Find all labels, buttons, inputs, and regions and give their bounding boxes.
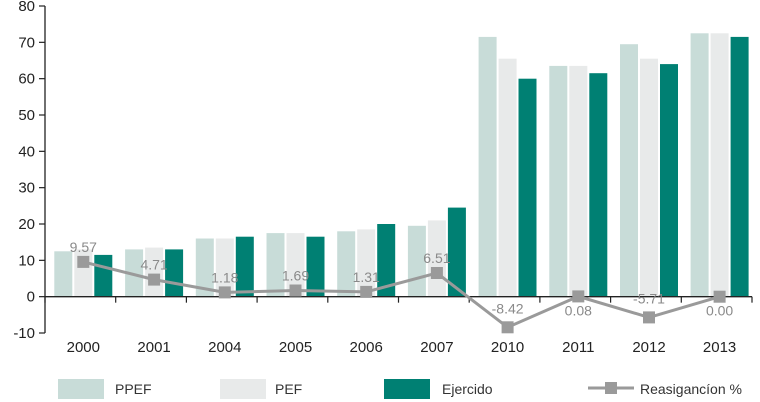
reasignacion-marker-2011 [572,290,585,303]
x-tick-label-2000: 2000 [67,339,100,356]
x-tick-label-2005: 2005 [279,339,312,356]
reasignacion-marker-2000 [77,255,90,268]
data-labels-group: 9.57 4.71 1.18 1.69 1.31 6.51 -8.42 0.08 -5.71 0.… [70,239,734,319]
x-tick-label-2007: 2007 [420,339,453,356]
bar-pef-2013 [710,33,729,297]
y-tick-label-0: 0 [27,289,35,306]
y-tick-label-60: 60 [18,71,35,88]
reasignacion-label-2012: -5.71 [633,290,665,306]
bar-pef-2012 [640,58,658,297]
reasignacion-marker-2007 [430,267,443,279]
reasignacion-label-2011: 0.08 [565,302,592,318]
x-tick-label-2010: 2010 [491,339,524,356]
bar-pef-2004 [215,238,234,297]
bar-pef-2005 [286,233,305,297]
legend-label-pef: PEF [275,381,302,397]
reasignacion-label-2005: 1.69 [282,268,309,284]
x-tick-label-2011: 2011 [562,339,594,356]
legend-label-ppef: PPEF [115,381,152,397]
reasignacion-label-2004: 1.18 [211,269,238,285]
bar-ppef-2001 [125,249,144,297]
reasignacion-marker-2012 [643,311,655,324]
x-tick-label-2006: 2006 [350,339,383,356]
reasignacion-label-2001: 4.71 [140,257,167,273]
legend-marker-reasignacion [605,382,617,394]
x-tick-label-2001: 2001 [137,339,170,356]
bar-ppef-2005 [266,233,285,297]
bar-ejercido-2007 [447,207,466,297]
y-tick-label-30: 30 [18,180,35,197]
x-tick-label-2012: 2012 [632,339,665,356]
reasignacion-line-group [77,255,726,334]
y-tick-label--10: -10 [13,325,35,342]
y-tick-label-70: 70 [18,34,35,51]
y-tick-label-20: 20 [18,216,35,233]
bar-ejercido-2005 [306,236,325,297]
legend-label-reasignacion: Reasigancíon % [640,381,742,397]
bar-pef-2011 [569,65,588,297]
legend: PPEF PEF Ejercido Reasigancíon % [58,379,742,399]
bar-ejercido-2011 [589,73,608,297]
reasignacion-label-2000: 9.57 [70,239,97,255]
reasignacion-marker-2013 [713,290,726,303]
reasignacion-label-2013: 0.00 [706,303,733,319]
y-tick-label-10: 10 [18,252,35,269]
reasignacion-label-2006: 1.31 [353,269,380,285]
bar-ejercido-2000 [94,254,113,297]
bar-ppef-2004 [195,238,214,297]
legend-swatch-pef [220,379,266,399]
y-tick-label-80: 80 [18,0,35,15]
bar-ejercido-2013 [730,36,749,297]
legend-swatch-ppef [58,379,104,399]
legend-swatch-ejercido [384,379,430,399]
bar-ppef-2013 [690,33,709,297]
y-tick-label-50: 50 [18,107,35,124]
x-tick-label-2013: 2013 [703,339,736,356]
bar-ppef-2006 [337,231,356,297]
bar-pef-2010 [498,58,517,297]
reasignacion-marker-2001 [148,273,161,286]
bar-ppef-2012 [620,44,638,297]
bar-ejercido-2012 [660,64,678,297]
y-tick-label-40: 40 [18,143,35,160]
bar-ppef-2010 [478,36,497,297]
bar-ppef-2011 [549,65,568,297]
axes-group: -10 0 10 20 30 40 50 60 70 80 2000 2001 2004 2005 2006… [13,0,753,356]
bar-ejercido-2006 [377,224,396,297]
bar-ejercido-2010 [518,78,537,297]
bar-ejercido-2004 [235,236,254,297]
bar-ppef-2000 [54,251,73,297]
legend-label-ejercido: Ejercido [442,381,493,397]
bar-ejercido-2001 [165,249,184,297]
reasignacion-label-2007: 6.51 [423,250,450,266]
bar-pef-2006 [357,229,376,297]
x-tick-label-2004: 2004 [208,339,241,356]
bars-group [54,33,749,297]
reasignacion-line [82,260,721,330]
reasignacion-marker-2006 [360,285,373,298]
reasignacion-marker-2004 [218,286,231,299]
reasignacion-label-2010: -8.42 [492,300,524,316]
reasignacion-marker-2005 [289,284,302,297]
reasignacion-marker-2010 [501,321,514,334]
